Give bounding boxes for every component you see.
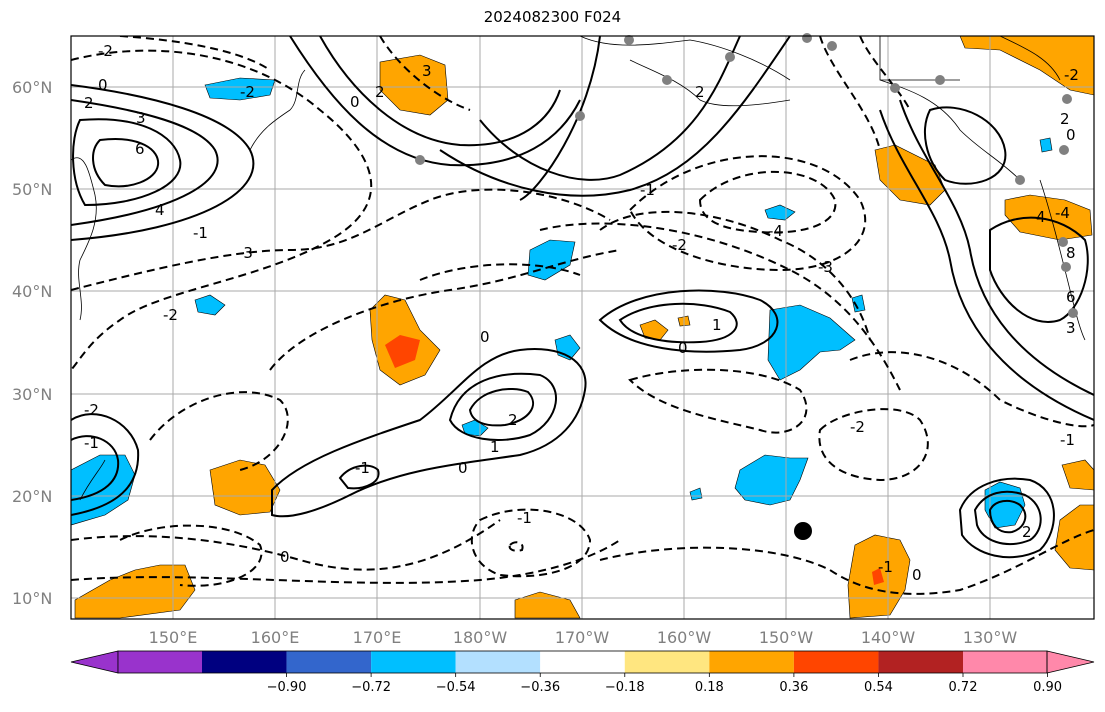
contour-labels: -2 0 2 3 6 4 -3 -2 -1 -2 0 3 2 2 -1 -4 -… — [84, 42, 1079, 584]
lon-label: 160°W — [657, 628, 712, 647]
coastlines — [71, 36, 1086, 501]
lat-label: 50°N — [12, 180, 52, 199]
contour-label: -2 — [163, 306, 178, 324]
contour-label: -1 — [193, 224, 208, 242]
contour-label: 2 — [695, 83, 705, 101]
lon-label: 150°W — [759, 628, 814, 647]
strong-positive-anomaly-shading — [385, 335, 884, 585]
colorbar-tick-label: −0.36 — [520, 680, 560, 695]
colorbar-tick-label: −0.18 — [605, 680, 645, 695]
colorbar: −0.90 −0.72 −0.54 −0.36 −0.18 0.18 0.36 0.54 0.7… — [70, 650, 1095, 695]
figure-title: 2024082300 F024 — [483, 8, 622, 26]
lon-label: 170°W — [555, 628, 610, 647]
colorbar-segment — [963, 651, 1047, 673]
contour-label: 2 — [375, 83, 385, 101]
contour-label: -1 — [84, 434, 99, 452]
contour-label: -1 — [355, 459, 370, 477]
contour-label: -2 — [84, 401, 99, 419]
colorbar-tick-label: −0.54 — [436, 680, 476, 695]
contour-label: 4 — [155, 201, 165, 219]
contour-label: -2 — [850, 418, 865, 436]
colorbar-segment — [709, 651, 794, 673]
contour-label: -1 — [878, 558, 893, 576]
contour-label: 2 — [1022, 523, 1032, 541]
contour-label: 2 — [84, 94, 94, 112]
colorbar-tick-label: 0.90 — [1033, 680, 1062, 695]
positive-contours — [71, 36, 1094, 559]
contour-label: -4 — [1055, 204, 1070, 222]
contour-label: -1 — [640, 181, 655, 199]
contour-label: 1 — [712, 316, 722, 334]
colorbar-extend-high — [1046, 650, 1095, 674]
contour-label: 4 — [1036, 208, 1046, 226]
contour-label: 8 — [1066, 244, 1076, 262]
contour-label: -1 — [517, 509, 532, 527]
lon-label: 180°W — [453, 628, 508, 647]
contour-label: 0 — [678, 339, 688, 357]
colorbar-segment — [286, 651, 372, 673]
colorbar-segment — [455, 651, 541, 673]
storm-center-marker — [794, 522, 812, 540]
contour-label: -2 — [672, 236, 687, 254]
colorbar-extend-low — [70, 650, 119, 674]
colorbar-segment — [118, 651, 202, 673]
contour-label: 1 — [490, 438, 500, 456]
contour-label: 0 — [1066, 126, 1076, 144]
colorbar-segment — [371, 651, 456, 673]
lat-label: 30°N — [12, 385, 52, 404]
colorbar-tick-label: −0.90 — [267, 680, 307, 695]
contour-label: 0 — [458, 459, 468, 477]
contour-label: 0 — [480, 328, 490, 346]
longitude-labels: 150°E 160°E 170°E 180°W 170°W 160°W 150°… — [149, 628, 1018, 647]
map-frame — [70, 35, 1095, 620]
contour-label: 6 — [1066, 288, 1076, 306]
lat-label: 60°N — [12, 78, 52, 97]
map-layers — [71, 36, 1094, 619]
colorbar-outline — [117, 650, 1048, 674]
lat-label: 40°N — [12, 282, 52, 301]
contour-label: 0 — [98, 76, 108, 94]
contour-label: -2 — [240, 83, 255, 101]
contour-label: -4 — [768, 222, 783, 240]
contour-label: -3 — [238, 244, 253, 262]
colorbar-tick-label: 0.54 — [864, 680, 893, 695]
colorbar-tick-label: 0.36 — [779, 680, 808, 695]
contour-label: 0 — [280, 548, 290, 566]
contour-label: -1 — [1060, 431, 1075, 449]
colorbar-tick-label: 0.18 — [695, 680, 724, 695]
colorbar-segment — [540, 651, 625, 673]
colorbar-segment — [202, 651, 287, 673]
lon-label: 130°W — [963, 628, 1018, 647]
contour-label: -3 — [818, 258, 833, 276]
contour-label: -2 — [1064, 66, 1079, 84]
lat-label: 20°N — [12, 487, 52, 506]
contour-label: 6 — [135, 140, 145, 158]
lon-label: 170°E — [353, 628, 402, 647]
contour-label: 3 — [136, 109, 146, 127]
contour-label: 0 — [912, 566, 922, 584]
lon-label: 160°E — [251, 628, 300, 647]
negative-contours — [71, 36, 1094, 595]
contour-label: 3 — [422, 62, 432, 80]
lon-label: 150°E — [149, 628, 198, 647]
colorbar-tick-label: 0.72 — [949, 680, 978, 695]
contour-label: 3 — [1066, 319, 1076, 337]
lat-label: 10°N — [12, 589, 52, 608]
contour-label: -2 — [98, 42, 113, 60]
lon-label: 140°W — [861, 628, 916, 647]
observation-stations — [415, 33, 1078, 318]
contour-label: 2 — [1060, 110, 1070, 128]
contour-label: 2 — [508, 411, 518, 429]
colorbar-segment — [624, 651, 710, 673]
colorbar-segment — [878, 651, 963, 673]
latitude-labels: 60°N 50°N 40°N 30°N 20°N 10°N — [12, 78, 52, 608]
colorbar-tick-label: −0.72 — [351, 680, 391, 695]
colorbar-segment — [793, 651, 879, 673]
contour-label: 0 — [350, 93, 360, 111]
